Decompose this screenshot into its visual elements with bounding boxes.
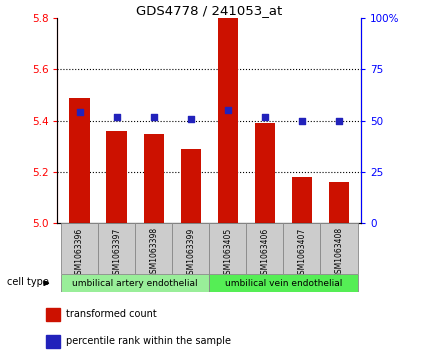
Text: percentile rank within the sample: percentile rank within the sample: [66, 337, 231, 346]
Bar: [210, 223, 246, 274]
Bar: [246, 223, 283, 274]
Bar: [218, 18, 238, 223]
Bar: [283, 223, 320, 274]
Bar: [61, 223, 98, 274]
Point: [261, 114, 268, 119]
Bar: [144, 134, 164, 223]
Bar: [107, 131, 127, 223]
Text: umbilical artery endothelial: umbilical artery endothelial: [72, 279, 198, 287]
Text: transformed count: transformed count: [66, 309, 157, 319]
Point: [187, 116, 194, 122]
Point: [224, 107, 231, 113]
Title: GDS4778 / 241053_at: GDS4778 / 241053_at: [136, 4, 283, 17]
Text: GSM1063408: GSM1063408: [334, 227, 343, 278]
Text: cell type: cell type: [7, 277, 49, 287]
Bar: [46, 335, 60, 348]
Text: GSM1063397: GSM1063397: [112, 227, 121, 278]
Bar: [61, 274, 210, 292]
Text: GSM1063407: GSM1063407: [298, 227, 306, 278]
Point: [76, 110, 83, 115]
Bar: [98, 223, 135, 274]
Point: [336, 118, 343, 123]
Point: [298, 118, 305, 123]
Bar: [172, 223, 210, 274]
Bar: [329, 182, 349, 223]
Text: GSM1063405: GSM1063405: [224, 227, 232, 278]
Bar: [181, 149, 201, 223]
Bar: [320, 223, 357, 274]
Bar: [255, 123, 275, 223]
Bar: [69, 98, 90, 223]
Text: GSM1063399: GSM1063399: [186, 227, 195, 278]
Bar: [210, 274, 357, 292]
Point: [150, 114, 157, 119]
Text: GSM1063396: GSM1063396: [75, 227, 84, 278]
Point: [113, 114, 120, 119]
Text: umbilical vein endothelial: umbilical vein endothelial: [225, 279, 342, 287]
Text: GSM1063406: GSM1063406: [261, 227, 269, 278]
Text: GSM1063398: GSM1063398: [149, 227, 158, 278]
Bar: [292, 177, 312, 223]
Bar: [46, 307, 60, 321]
Bar: [135, 223, 172, 274]
